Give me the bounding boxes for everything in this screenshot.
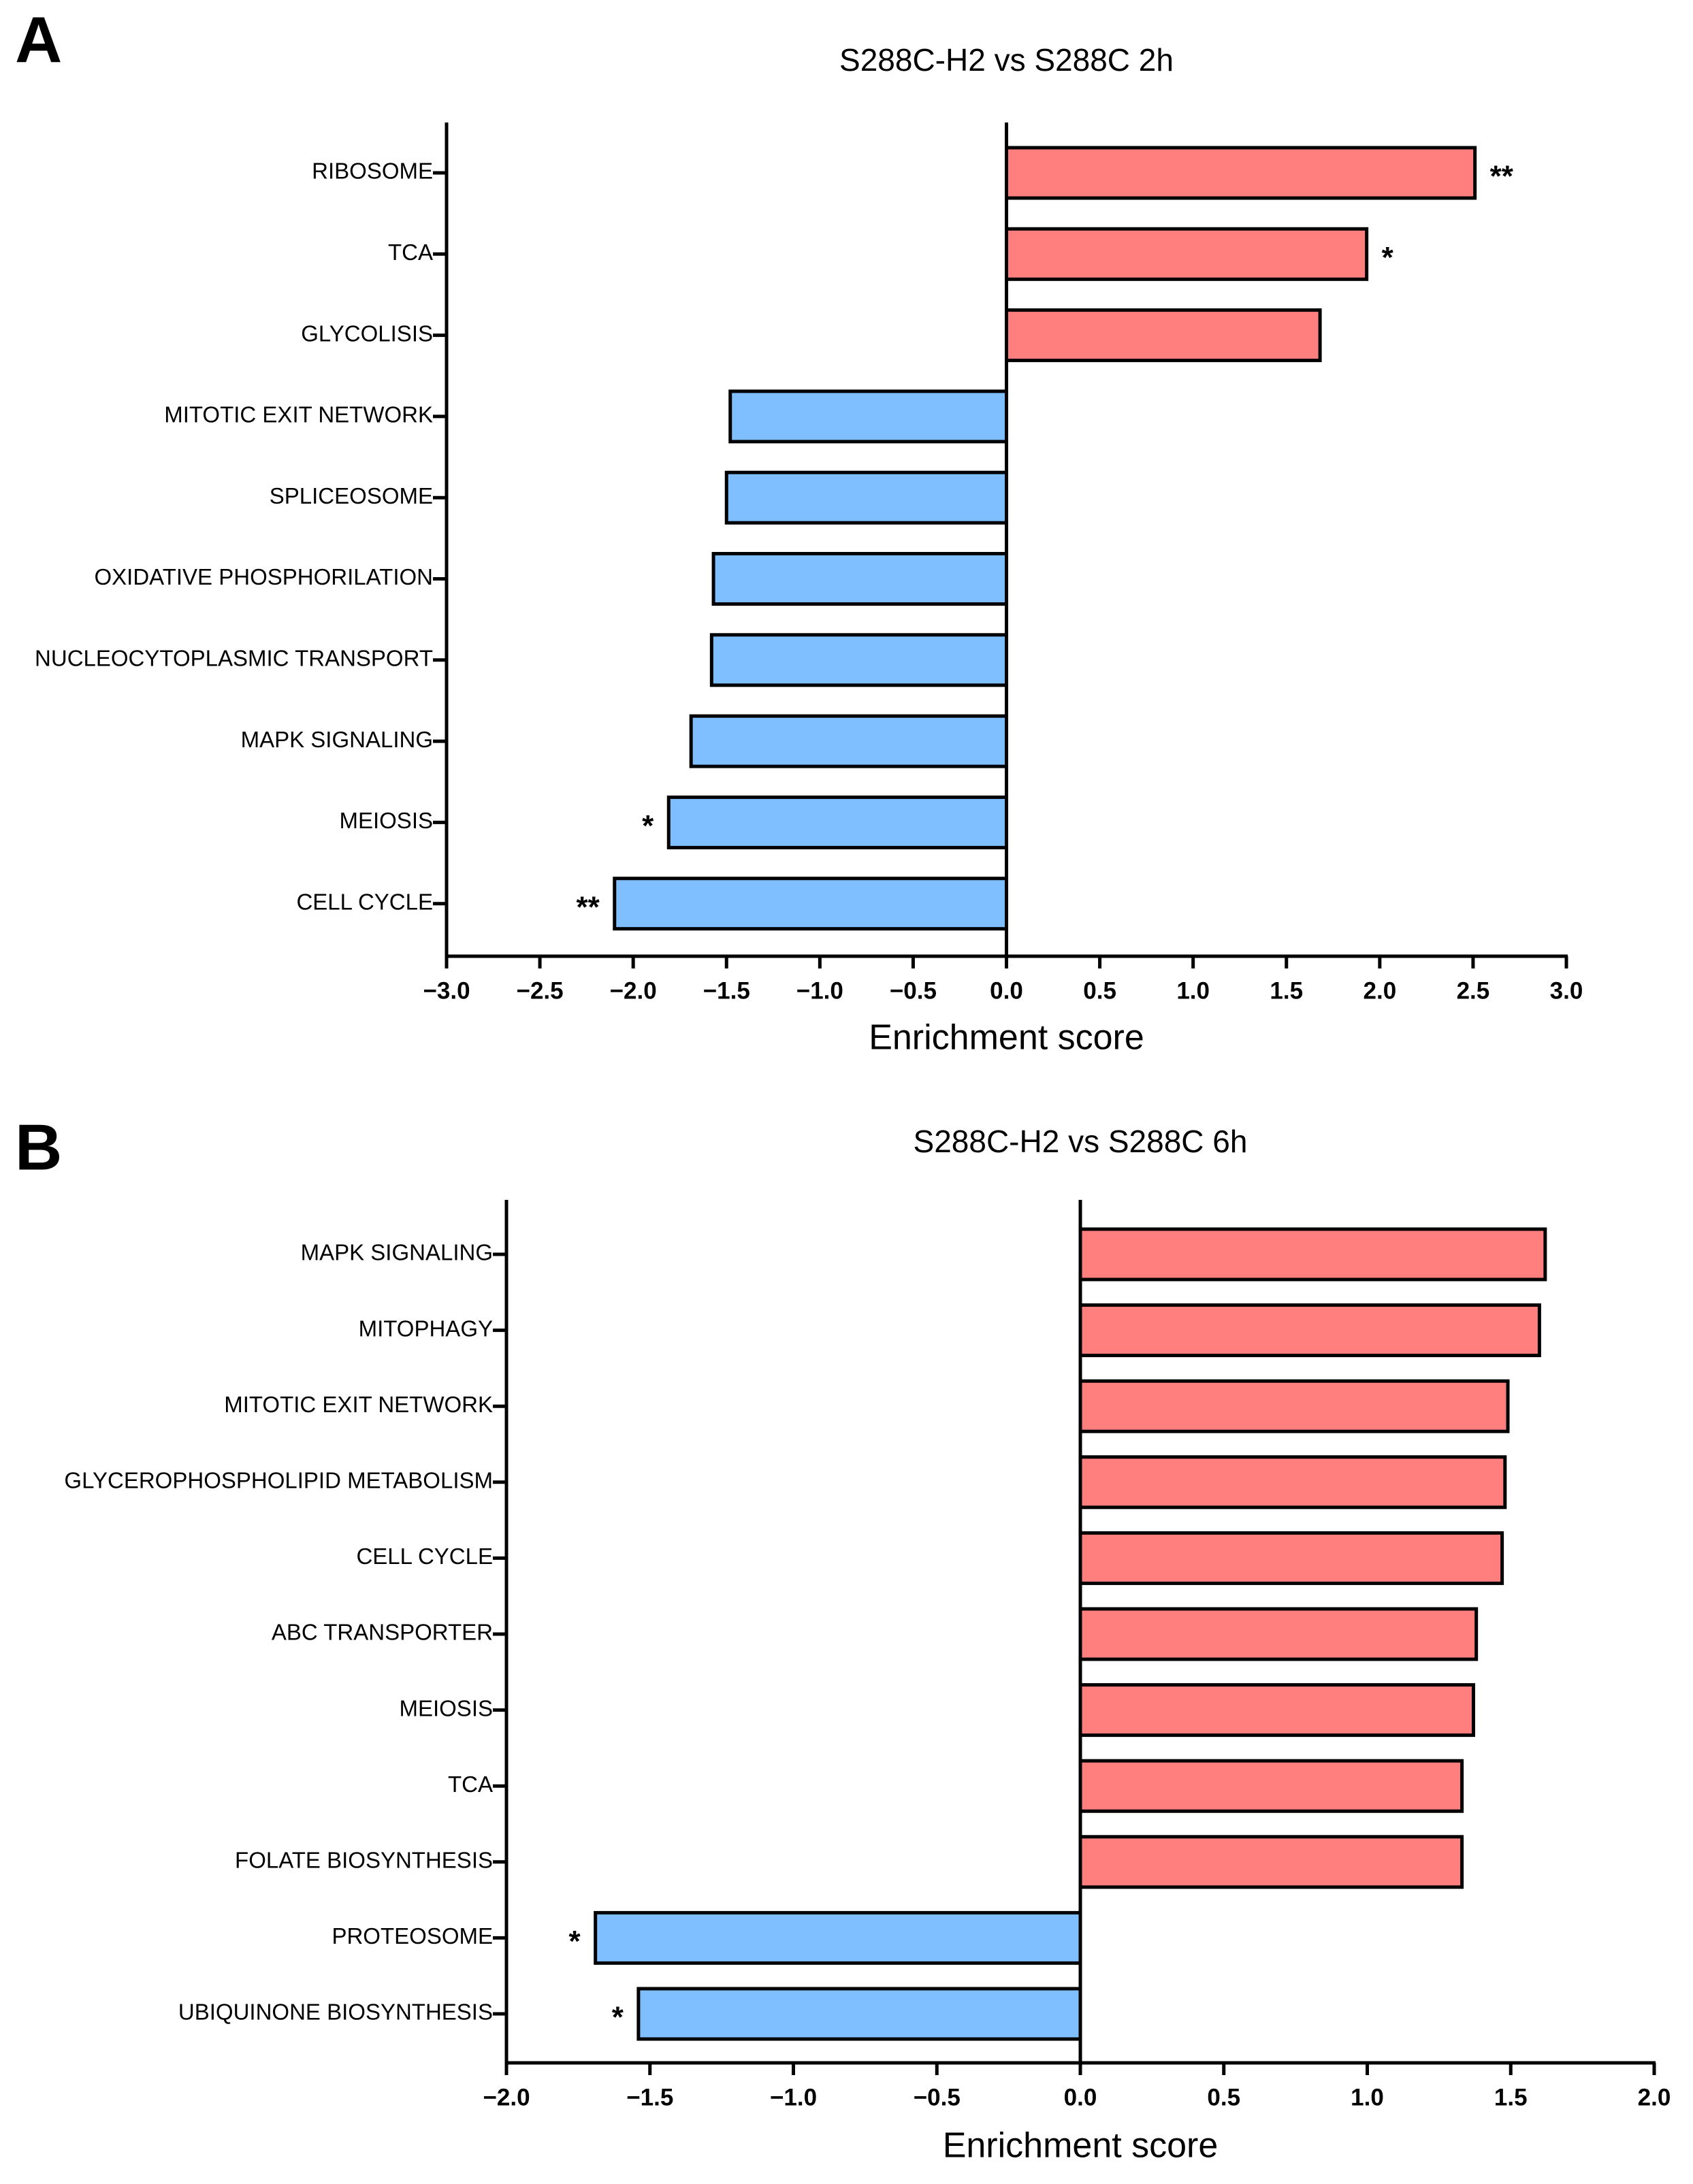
x-tick-label: 1.5 [1270, 977, 1303, 1004]
bar [1078, 1455, 1507, 1510]
x-tick-label: −2.0 [610, 977, 657, 1004]
bar [613, 877, 1008, 931]
y-tick-label: CELL CYCLE [296, 889, 433, 914]
significance-label: * [642, 809, 654, 843]
x-tick-label: 1.0 [1176, 977, 1210, 1004]
bar [1078, 1531, 1504, 1585]
chart-title: S288C-H2 vs S288C 6h [914, 1124, 1248, 1159]
bar [1078, 1683, 1475, 1738]
panel-label: B [15, 1111, 62, 1184]
significance-label: * [1382, 241, 1394, 274]
x-tick-label: 0.5 [1207, 2084, 1240, 2110]
x-tick-label: 3.0 [1550, 977, 1583, 1004]
chart-title: S288C-H2 vs S288C 2h [839, 42, 1174, 78]
x-axis-label: Enrichment score [869, 1018, 1144, 1058]
y-tick-label: ABC TRANSPORTER [272, 1620, 493, 1645]
y-tick-label: GLYCEROPHOSPHOLIPID METABOLISM [64, 1468, 493, 1493]
y-tick-label: UBIQUINONE BIOSYNTHESIS [178, 2000, 493, 2025]
y-tick-label: TCA [448, 1772, 493, 1797]
x-tick-label: 2.0 [1364, 977, 1397, 1004]
significance-label: * [569, 1925, 581, 1958]
x-axis-label: Enrichment score [943, 2126, 1219, 2166]
y-tick-label: SPLICEOSOME [270, 483, 433, 508]
bar [728, 389, 1008, 444]
x-tick-label: 1.5 [1494, 2084, 1528, 2110]
x-tick-label: 2.0 [1638, 2084, 1671, 2110]
x-tick-label: 0.5 [1083, 977, 1116, 1004]
bar [1078, 1303, 1541, 1358]
x-tick-label: −3.0 [423, 977, 470, 1004]
x-tick-label: −1.5 [703, 977, 750, 1004]
y-tick-label: NUCLEOCYTOPLASMIC TRANSPORT [35, 646, 433, 671]
y-tick-label: MAPK SIGNALING [241, 727, 433, 752]
bar [1078, 1835, 1464, 1889]
bar [1005, 227, 1369, 281]
panel-label: A [15, 3, 62, 76]
y-tick-label: GLYCOLISIS [301, 321, 433, 346]
bar [1078, 1759, 1464, 1813]
x-tick-label: 0.0 [990, 977, 1023, 1004]
y-tick-label: MITOTIC EXIT NETWORK [224, 1392, 493, 1417]
significance-label: * [612, 2001, 624, 2034]
y-tick-label: MEIOSIS [399, 1695, 493, 1721]
bar [636, 1987, 1082, 2041]
x-tick-label: −0.5 [914, 2084, 961, 2110]
bar [709, 633, 1008, 687]
y-tick-label: FOLATE BIOSYNTHESIS [235, 1848, 493, 1873]
y-tick-label: CELL CYCLE [356, 1544, 493, 1569]
x-tick-label: −2.0 [483, 2084, 530, 2110]
x-tick-label: 1.0 [1351, 2084, 1384, 2110]
x-tick-label: −1.5 [626, 2084, 673, 2110]
y-tick-label: PROTEOSOME [332, 1923, 493, 1949]
bar [724, 470, 1008, 525]
x-tick-label: −2.5 [517, 977, 564, 1004]
significance-label: ** [1490, 160, 1514, 193]
y-tick-label: MAPK SIGNALING [301, 1240, 493, 1265]
y-tick-label: TCA [388, 240, 433, 265]
bar [1005, 146, 1477, 200]
x-tick-label: 2.5 [1457, 977, 1490, 1004]
bar [1078, 1607, 1479, 1661]
bar [711, 552, 1009, 606]
bar [594, 1910, 1082, 1965]
y-tick-label: MEIOSIS [339, 808, 433, 833]
y-tick-label: MITOTIC EXIT NETWORK [164, 402, 433, 427]
bar [1078, 1379, 1510, 1433]
significance-label: ** [577, 890, 600, 924]
bar [1078, 1227, 1547, 1282]
bar [689, 714, 1008, 768]
y-tick-label: OXIDATIVE PHOSPHORILATION [94, 564, 433, 589]
x-tick-label: 0.0 [1064, 2084, 1097, 2110]
y-tick-label: RIBOSOME [312, 159, 433, 184]
x-tick-label: −0.5 [890, 977, 937, 1004]
bar [1005, 308, 1322, 363]
x-tick-label: −1.0 [796, 977, 843, 1004]
bar [666, 795, 1009, 849]
y-tick-label: MITOPHAGY [359, 1316, 493, 1341]
x-tick-label: −1.0 [770, 2084, 817, 2110]
